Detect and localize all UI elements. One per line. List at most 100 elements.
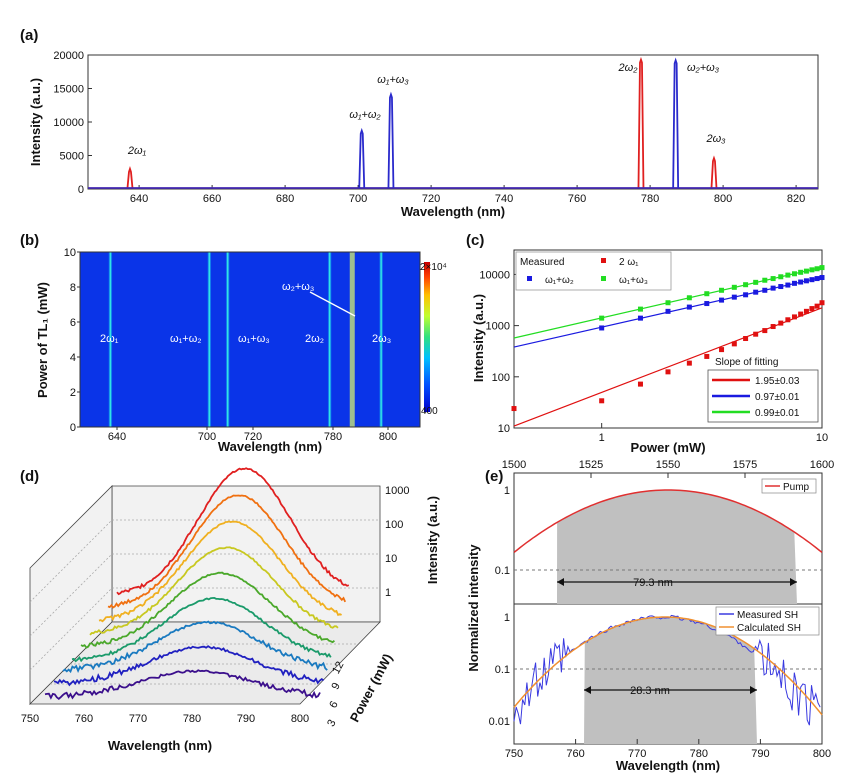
data-point (686, 304, 692, 310)
legend-marker-2w1 (601, 258, 606, 263)
data-point (770, 324, 776, 330)
bottom-x-tick-label: 790 (751, 748, 769, 760)
top-x-tick-label: 1600 (810, 459, 834, 471)
x-tick-label: 820 (787, 193, 805, 205)
colorbar (424, 262, 430, 412)
panel-d: (d) 750 760 770 780 790 800 1000 100 10 1 12 9 6 3 Wa… (20, 467, 440, 753)
x-tick-label: 720 (244, 431, 262, 443)
grid-line (29, 587, 113, 671)
x-tick-label: 700 (198, 431, 216, 443)
x-tick-label: 800 (379, 431, 397, 443)
x-tick-label: 1 (599, 432, 605, 444)
y-tick-label: 10000 (53, 117, 84, 129)
panel-c-legend: Measured 2 ω₁ ω₁+ω₂ ω₁+ω₃ (515, 251, 672, 291)
bottom-x-tick-label: 760 (566, 748, 584, 760)
y-tick-label: 0 (78, 184, 84, 196)
annot-2w3: 2ω₃ (705, 133, 726, 145)
y-tick-label: 10 (64, 247, 76, 259)
bottom-y-tick-label: 1 (504, 612, 510, 624)
data-point (814, 266, 820, 272)
y-tick-label: 1000 (486, 321, 510, 333)
spectrum-curve (71, 596, 332, 663)
data-point (719, 297, 725, 303)
data-point (762, 287, 768, 293)
y-tick-label: 8 (70, 282, 76, 294)
y-tick-label: 5000 (60, 151, 84, 163)
data-point (798, 269, 804, 275)
data-point (762, 277, 768, 283)
data-point (785, 317, 791, 323)
panel-a-y-ticks: 0 5000 10000 15000 20000 (53, 50, 92, 196)
panel-e-content: 1500 1525 1550 1575 1600 750 760 770 780 790 800 1 0… (489, 459, 835, 760)
y-tick-label: 10 (498, 423, 510, 435)
spectrum-curve (80, 571, 335, 649)
panel-d-y-label: Intensity (a.u.) (425, 496, 440, 584)
x-tick-label: 750 (21, 713, 39, 725)
x-tick-label: 800 (291, 713, 309, 725)
x-tick-label: 660 (203, 193, 221, 205)
data-point (803, 278, 809, 284)
measured-sh-curve (513, 614, 821, 726)
annot-w1w3: ω₁+ω₃ (377, 74, 409, 86)
data-point (803, 308, 809, 314)
panel-d-ticks: 750 760 770 780 790 800 1000 100 10 1 12 9 6 3 (21, 485, 410, 729)
heatmap-frame (79, 251, 421, 428)
panel-d-curves (44, 467, 350, 700)
data-point (785, 272, 791, 278)
legend-label-2w1: 2 ω₁ (619, 257, 639, 268)
panel-a-y-label: Intensity (a.u.) (28, 78, 43, 166)
data-point (785, 282, 791, 288)
data-point (778, 320, 784, 326)
panel-b-y-label: Power of TL₁ (mW) (35, 282, 50, 398)
pump-width-label: 79.3 nm (633, 577, 673, 589)
heatmap-line (327, 252, 332, 427)
sh-width-label: 28.3 nm (630, 685, 670, 697)
y-tick-label: 0 (70, 422, 76, 434)
data-point (719, 287, 725, 293)
data-point (753, 331, 759, 337)
data-point (637, 306, 643, 312)
heatmap-line (207, 252, 212, 427)
data-point (809, 267, 815, 273)
data-point (686, 360, 692, 366)
y-tick-label: 6 (70, 317, 76, 329)
fit-slope-w1w2: 0.97±0.01 (755, 392, 800, 403)
annot-w2w3: ω₂+ω₃ (687, 62, 720, 74)
data-point (637, 381, 643, 387)
panel-c-fit-legend: Slope of fitting 1.95±0.03 0.97±0.01 0.9… (707, 357, 819, 423)
data-point (819, 275, 825, 281)
spectral-peak (387, 91, 395, 189)
heatmap-line (108, 252, 113, 427)
data-point (814, 303, 820, 309)
bottom-y-tick-label: 0.01 (489, 716, 510, 728)
measured-sh-legend-label: Measured SH (737, 610, 798, 621)
data-point (753, 289, 759, 295)
panel-e-bottom-legend: Measured SH Calculated SH (715, 606, 820, 636)
heatmap-background (80, 252, 420, 427)
legend-label-w1w3: ω₁+ω₃ (619, 275, 648, 286)
panel-a: (a) 0 5000 10000 15000 20000 640 660 680 700 720… (20, 27, 819, 219)
panel-e-letter: (e) (485, 468, 503, 485)
data-point (743, 282, 749, 288)
data-point (686, 295, 692, 301)
top-x-tick-label: 1525 (579, 459, 603, 471)
data-point (637, 315, 643, 321)
panel-a-x-label: Wavelength (nm) (401, 204, 505, 219)
x-tick-label: 780 (324, 431, 342, 443)
heatmap-label-2w1: 2ω₁ (100, 333, 119, 345)
sh-fill-area (584, 617, 757, 744)
y-tick-label: 20000 (53, 50, 84, 62)
fit-slope-2w1: 1.95±0.03 (755, 376, 800, 387)
heatmap-line (349, 252, 355, 427)
top-x-tick-label: 1575 (733, 459, 757, 471)
data-point (704, 291, 710, 297)
data-point (778, 284, 784, 290)
data-point (819, 265, 825, 271)
legend-label-w1w2: ω₁+ω₂ (545, 275, 574, 286)
bottom-y-tick-label: 0.1 (495, 664, 510, 676)
heatmap-lines (108, 252, 384, 427)
panel-c-series (511, 265, 825, 427)
pump-curve (513, 489, 823, 553)
panel-d-x-label: Wavelength (nm) (108, 738, 212, 753)
bottom-x-tick-label: 770 (628, 748, 646, 760)
